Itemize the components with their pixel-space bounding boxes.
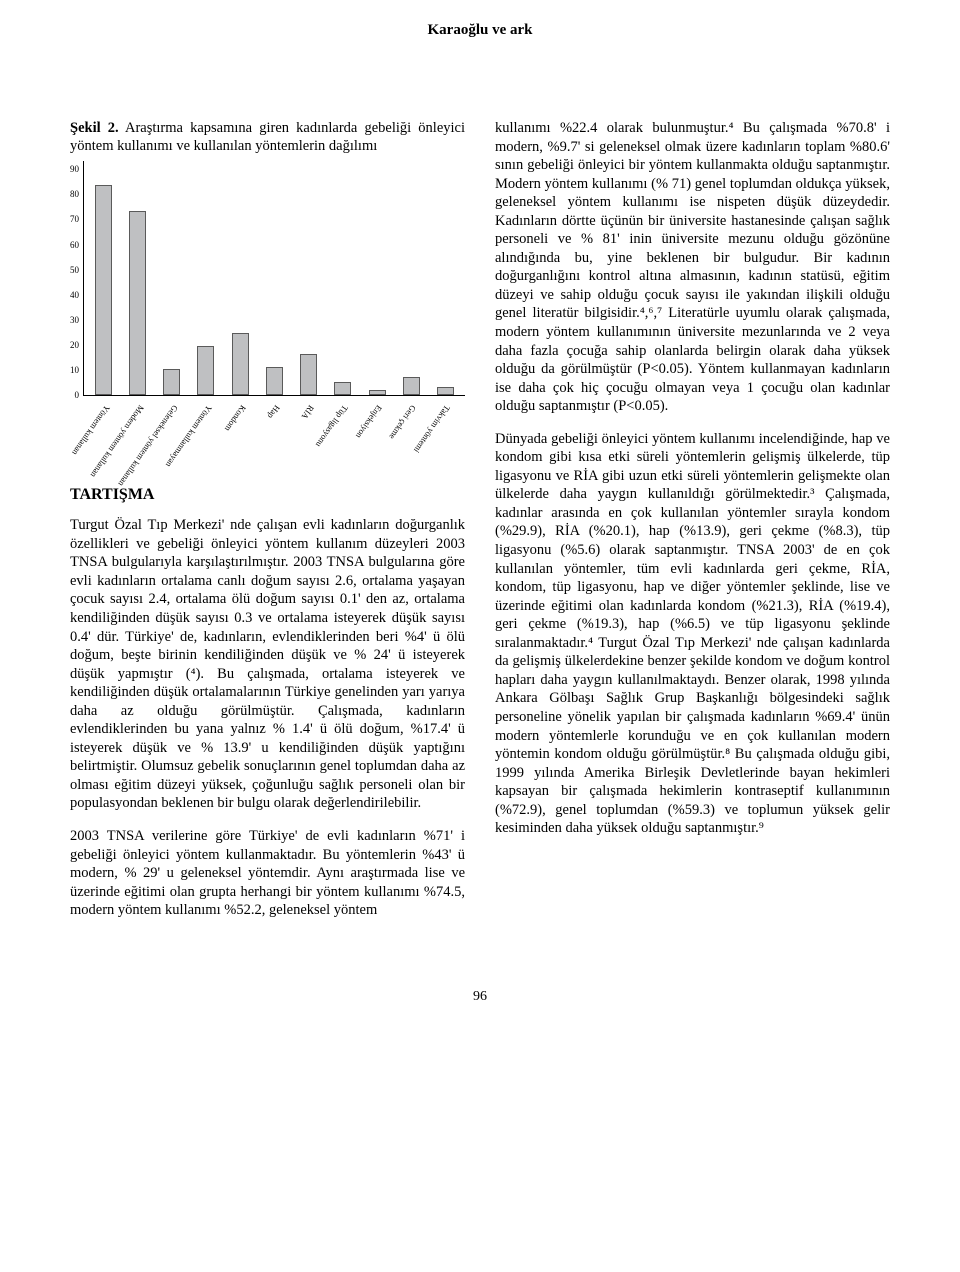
right-para-1: kullanımı %22.4 olarak bulunmuştur.⁴ Bu …	[495, 119, 890, 416]
chart-x-labels: Yöntem kullananModern yöntem kullananGel…	[88, 396, 465, 468]
two-column-layout: Şekil 2. Araştırma kapsamına giren kadın…	[70, 119, 890, 934]
figure-caption: Şekil 2. Araştırma kapsamına giren kadın…	[70, 119, 465, 155]
figure-caption-text: Araştırma kapsamına giren kadınlarda geb…	[70, 120, 465, 154]
chart-bar	[197, 346, 214, 395]
chart-y-tick: 10	[70, 366, 79, 375]
figure-label: Şekil 2.	[70, 120, 119, 136]
chart-bar	[266, 367, 283, 396]
right-column: kullanımı %22.4 olarak bulunmuştur.⁴ Bu …	[495, 119, 890, 934]
running-head: Karaoğlu ve ark	[70, 22, 890, 39]
chart-bar	[437, 387, 454, 395]
chart-bar	[334, 382, 351, 395]
chart-y-tick: 70	[70, 215, 79, 224]
chart-y-axis: 9080706050403020100	[70, 161, 83, 396]
chart-y-tick: 90	[70, 165, 79, 174]
chart-bar	[163, 369, 180, 395]
chart-y-tick: 50	[70, 266, 79, 275]
chart-bar	[300, 354, 317, 396]
section-heading-tartisma: TARTIŞMA	[70, 486, 465, 504]
page: Karaoğlu ve ark Şekil 2. Araştırma kapsa…	[0, 0, 960, 1045]
page-number: 96	[70, 989, 890, 1005]
chart-bar	[95, 185, 112, 396]
chart-bar	[369, 390, 386, 395]
right-para-2: Dünyada gebeliği önleyici yöntem kullanı…	[495, 430, 890, 838]
chart-bar	[232, 333, 249, 395]
bar-chart: 90 80 70 60 50 40 30 20 10 0 Yöntem kullananModer…	[70, 161, 465, 468]
chart-bars	[84, 161, 465, 395]
chart-y-tick: 60	[70, 241, 79, 250]
chart-y-tick: 80	[70, 190, 79, 199]
left-para-2: 2003 TNSA verilerine göre Türkiye' de ev…	[70, 827, 465, 920]
chart-plot-area	[83, 161, 465, 396]
chart-y-tick: 30	[70, 316, 79, 325]
chart-y-tick: 20	[70, 341, 79, 350]
left-column: Şekil 2. Araştırma kapsamına giren kadın…	[70, 119, 465, 934]
chart-y-tick: 40	[70, 291, 79, 300]
chart-bar	[129, 211, 146, 396]
chart-bar	[403, 377, 420, 395]
chart-y-tick: 0	[75, 391, 80, 400]
left-para-1: Turgut Özal Tıp Merkezi' nde çalışan evl…	[70, 516, 465, 813]
